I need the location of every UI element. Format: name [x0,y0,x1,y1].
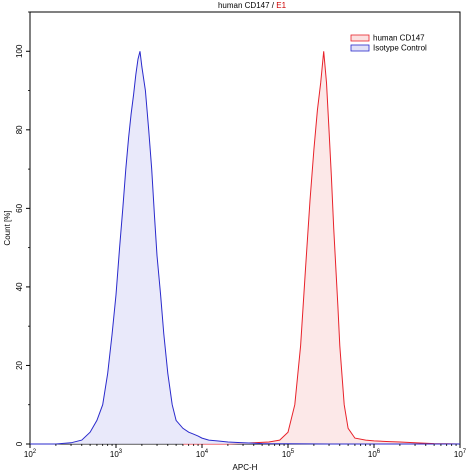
legend-swatch [350,34,370,42]
x-tick-label: 102 [24,449,37,459]
series-area-human-cd147 [182,51,460,445]
y-axis-title: Count [%] [3,210,12,245]
series-layer [30,51,461,445]
chart-title-highlight: E1 [276,1,286,10]
chart-title: human CD147 / E1 [218,1,287,10]
y-tick-label: 80 [15,125,24,134]
y-tick-label: 40 [15,282,24,291]
plot-frame [29,11,461,445]
series-area-isotype-control [30,51,460,445]
y-tick-label: 60 [15,203,24,212]
legend-label: Isotype Control [373,44,427,53]
y-tick-label: 100 [15,44,24,58]
plot-area: 102 103 104 105 106 107 0 20 40 60 80 100 [15,11,467,459]
x-tick-label: 103 [110,449,123,459]
series-line-isotype-control [30,51,460,445]
legend-label: human CD147 [373,34,425,43]
y-axis: 0 20 40 60 80 100 [15,11,30,446]
x-tick-label: 107 [454,449,467,459]
y-tick-label: 0 [15,441,24,446]
legend-swatch [350,44,370,52]
x-tick-label: 106 [368,449,381,459]
x-tick-label: 105 [282,449,295,459]
x-axis-title: APC-H [233,463,258,472]
x-axis: 102 103 104 105 106 107 [24,444,467,459]
y-tick-label: 20 [15,360,24,369]
x-tick-label: 104 [196,449,209,459]
series-line-human-cd147 [182,51,461,445]
